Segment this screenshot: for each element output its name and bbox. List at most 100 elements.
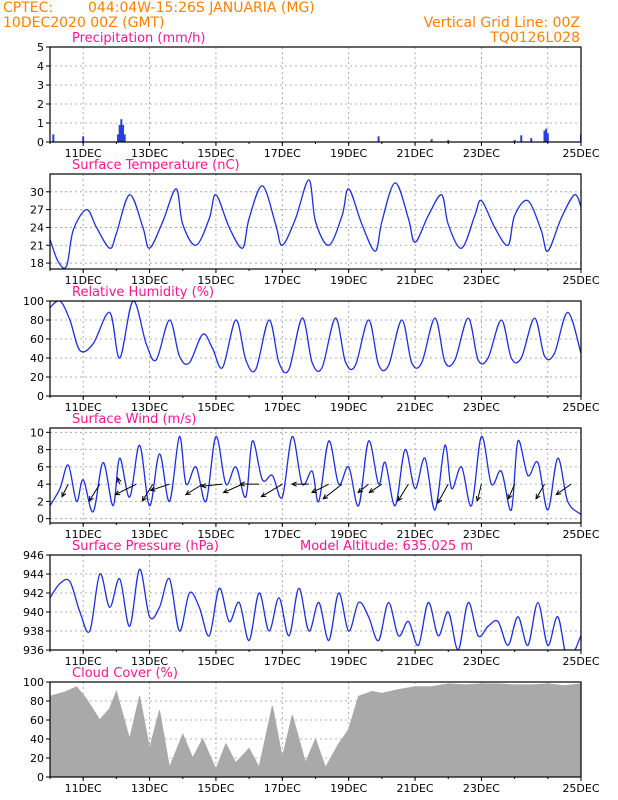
panel-title: Surface Wind (m/s) <box>72 412 196 427</box>
panel-data <box>50 179 581 269</box>
wind-arrow <box>556 483 572 496</box>
y-tick-label: 60 <box>30 333 44 346</box>
panel-title: Precipitation (mm/h) <box>72 31 205 46</box>
x-tick-label: 15DEC <box>197 782 234 795</box>
series-line <box>50 568 581 650</box>
y-tick-label: 0 <box>37 513 44 526</box>
wind-arrow <box>535 483 545 500</box>
panel-data <box>52 119 581 142</box>
x-tick-label: 23DEC <box>463 782 500 795</box>
x-tick-label: 21DEC <box>397 782 434 795</box>
x-tick-label: 15DEC <box>197 274 234 287</box>
x-tick-label: 17DEC <box>264 147 301 160</box>
wind-arrow-head <box>200 483 207 489</box>
panels: Precipitation (mm/h) 0 1 2 3 4 5 11DEC 13DEC 15DE… <box>23 31 600 795</box>
y-tick-label: 936 <box>23 644 44 657</box>
wind-arrow-head <box>507 493 513 500</box>
y-tick-label: 40 <box>30 733 44 746</box>
x-tick-label: 21DEC <box>397 655 434 668</box>
x-tick-label: 19DEC <box>330 528 367 541</box>
x-tick-label: 15DEC <box>197 655 234 668</box>
x-tick-label: 13DEC <box>131 274 168 287</box>
x-tick-label: 25DEC <box>562 274 599 287</box>
wind-arrow-head <box>116 476 122 483</box>
y-tick-label: 0 <box>37 136 44 149</box>
panel-5: Cloud Cover (%) 0 20 40 60 80 100 11DEC 13DEC 15D… <box>23 666 600 795</box>
y-tick-label: 946 <box>23 549 44 562</box>
x-tick-label: 11DEC <box>65 782 102 795</box>
precip-bar <box>120 119 123 142</box>
x-tick-label: 19DEC <box>330 401 367 414</box>
y-tick-label: 4 <box>37 478 44 491</box>
x-tick-label: 17DEC <box>264 274 301 287</box>
x-tick-label: 11DEC <box>65 274 102 287</box>
panel-frame <box>49 427 582 524</box>
wind-arrow-head <box>114 490 121 496</box>
precip-bar <box>530 138 533 142</box>
y-tick-label: 5 <box>37 41 44 54</box>
wind-arrow <box>201 483 223 487</box>
header-model-code: TQ0126L028 <box>489 30 580 46</box>
wind-arrow-head <box>475 495 481 503</box>
wind-arrow <box>141 483 154 502</box>
x-tick-label: 25DEC <box>562 147 599 160</box>
x-tick-label: 17DEC <box>264 782 301 795</box>
y-tick-label: 20 <box>30 371 44 384</box>
cloud-area <box>50 683 581 777</box>
y-tick-label: 0 <box>37 390 44 403</box>
x-tick-label: 15DEC <box>197 401 234 414</box>
panel-title: Surface Temperature (nC) <box>72 158 240 173</box>
panel-0: Precipitation (mm/h) 0 1 2 3 4 5 11DEC 13DEC 15DE… <box>37 31 600 160</box>
x-tick-label: 25DEC <box>562 655 599 668</box>
y-tick-label: 2 <box>37 98 44 111</box>
wind-arrow-head <box>239 481 245 487</box>
y-tick-label: 21 <box>30 239 44 252</box>
panel-frame <box>49 46 582 143</box>
header-location: 044:04W-15:26S JANUARIA (MG) <box>88 0 315 16</box>
y-tick-label: 80 <box>30 695 44 708</box>
x-tick-label: 25DEC <box>562 528 599 541</box>
precip-bar <box>52 134 55 142</box>
x-tick-label: 11DEC <box>65 401 102 414</box>
y-tick-label: 938 <box>23 625 44 638</box>
x-tick-label: 19DEC <box>330 147 367 160</box>
panel-title: Surface Pressure (hPa) <box>72 539 219 554</box>
header-source: CPTEC: <box>3 0 53 16</box>
wind-arrow <box>368 483 383 493</box>
y-tick-label: 10 <box>30 426 44 439</box>
x-tick-label: 21DEC <box>397 274 434 287</box>
wind-arrow <box>437 483 449 504</box>
x-tick-label: 25DEC <box>562 401 599 414</box>
y-tick-label: 6 <box>37 461 44 474</box>
x-tick-label: 23DEC <box>463 528 500 541</box>
panel-data <box>50 301 581 374</box>
header-datetime: 10DEC2020 00Z (GMT) <box>3 15 165 31</box>
wind-arrow-head <box>555 489 562 496</box>
wind-arrow-head <box>535 493 541 500</box>
y-tick-label: 60 <box>30 714 44 727</box>
x-tick-label: 17DEC <box>264 655 301 668</box>
precip-bar <box>82 136 85 142</box>
wind-arrow <box>357 483 369 493</box>
wind-arrow-head <box>260 492 267 498</box>
wind-arrow-head <box>149 486 156 492</box>
panel-data <box>50 568 581 650</box>
panel-title: Cloud Cover (%) <box>72 666 178 681</box>
y-tick-label: 100 <box>23 676 44 689</box>
precip-bar <box>122 124 125 142</box>
header-grid-note: Vertical Grid Line: 00Z <box>424 15 580 31</box>
y-tick-label: 80 <box>30 314 44 327</box>
y-tick-label: 944 <box>23 568 44 581</box>
x-tick-label: 13DEC <box>131 655 168 668</box>
wind-arrow-head <box>141 495 147 502</box>
precip-bar <box>520 135 523 142</box>
x-tick-label: 23DEC <box>463 147 500 160</box>
y-tick-label: 942 <box>23 587 44 600</box>
wind-arrow <box>322 483 343 500</box>
y-tick-label: 18 <box>30 257 44 270</box>
panel-4: Surface Pressure (hPa) Model Altitude: 63… <box>23 539 600 668</box>
x-tick-label: 11DEC <box>65 528 102 541</box>
wind-arrow <box>150 483 170 491</box>
x-tick-label: 23DEC <box>463 401 500 414</box>
panel-frame <box>49 554 582 651</box>
